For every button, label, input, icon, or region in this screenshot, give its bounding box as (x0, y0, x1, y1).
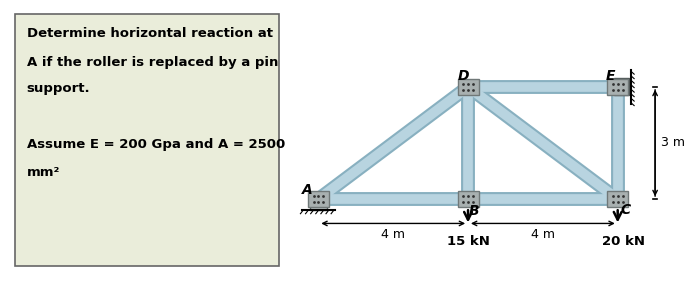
Text: 3 m: 3 m (661, 136, 685, 150)
Text: D: D (458, 69, 469, 84)
FancyBboxPatch shape (458, 79, 479, 95)
Text: 20 kN: 20 kN (602, 235, 645, 248)
Text: Assume E = 200 Gpa and A = 2500: Assume E = 200 Gpa and A = 2500 (27, 138, 285, 150)
Text: A: A (302, 183, 312, 197)
Text: A if the roller is replaced by a pin: A if the roller is replaced by a pin (27, 56, 278, 69)
FancyBboxPatch shape (15, 14, 279, 267)
FancyBboxPatch shape (310, 199, 327, 210)
Text: 4 m: 4 m (382, 228, 405, 241)
Text: Determine horizontal reaction at: Determine horizontal reaction at (27, 27, 272, 40)
Text: support.: support. (27, 82, 90, 95)
FancyBboxPatch shape (614, 78, 629, 96)
FancyBboxPatch shape (607, 79, 628, 95)
Text: C: C (621, 203, 631, 217)
Text: B: B (468, 204, 479, 218)
FancyBboxPatch shape (458, 191, 479, 207)
Text: E: E (606, 69, 615, 84)
FancyBboxPatch shape (308, 191, 329, 207)
Text: 15 kN: 15 kN (447, 235, 489, 248)
FancyBboxPatch shape (607, 191, 628, 207)
Text: mm²: mm² (27, 166, 60, 179)
Text: 4 m: 4 m (531, 228, 555, 241)
